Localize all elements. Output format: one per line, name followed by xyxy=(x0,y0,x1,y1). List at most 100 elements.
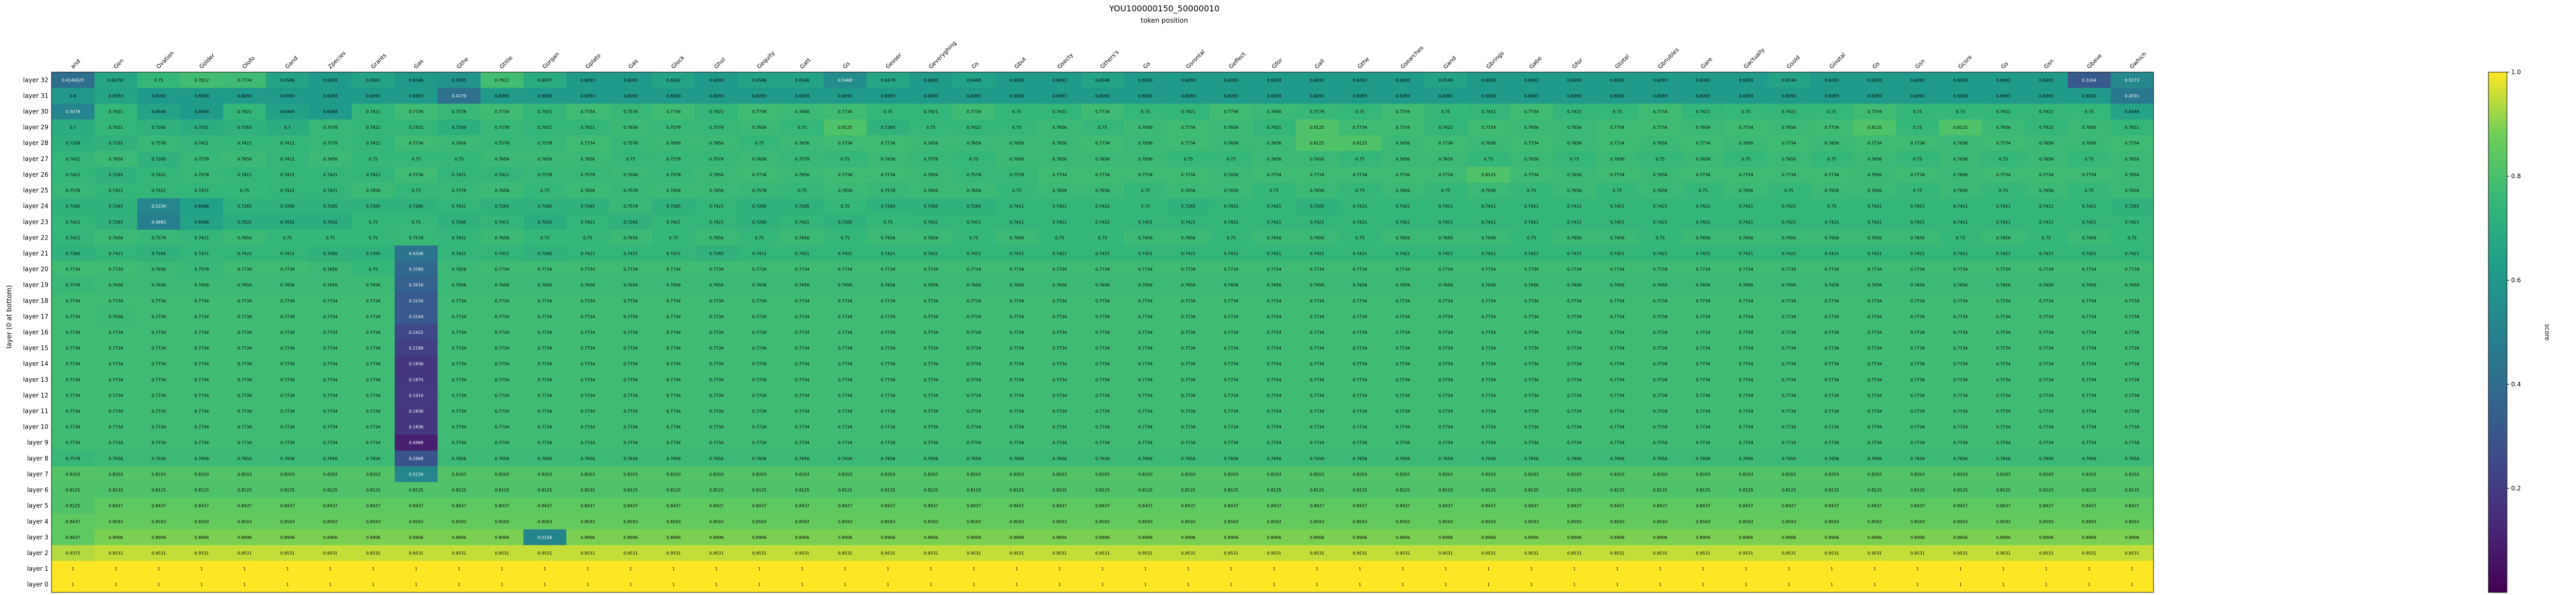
cell-value-label: 0.9531 xyxy=(666,551,681,555)
cell-value-label: 1 xyxy=(801,583,804,587)
cell-value-label: 1 xyxy=(1530,567,1533,571)
heatmap-cell xyxy=(781,166,824,183)
cell-value-label: 0.4140625 xyxy=(62,78,84,82)
cell-value-label: 0.7578 xyxy=(151,235,166,240)
y-tick-label: layer 6 xyxy=(27,486,48,494)
cell-value-label: 0.5273 xyxy=(2125,78,2139,82)
cell-value-label: 0.75 xyxy=(369,220,378,225)
cell-value-label: 0.8906 xyxy=(109,535,123,540)
cell-value-label: 0.7421 xyxy=(1696,220,1710,225)
x-tick-label: Gwhich xyxy=(2128,50,2148,70)
cell-value-label: 0.7421 xyxy=(924,220,938,225)
cell-value-label: 0.8437 xyxy=(1782,504,1796,508)
cell-value-label: 0.7656 xyxy=(1524,125,1539,130)
y-tick-label: layer 20 xyxy=(23,266,48,273)
heatmap-cell xyxy=(781,119,824,135)
cell-value-label: 0.7734 xyxy=(1053,440,1067,445)
heatmap-cell xyxy=(1295,182,1339,199)
cell-value-label: 0.3516 xyxy=(409,283,423,287)
cell-value-label: 0.6562 xyxy=(666,78,681,82)
cell-value-label: 0.7734 xyxy=(238,393,252,398)
heatmap-cell xyxy=(1810,119,1854,135)
heatmap-cell xyxy=(1381,104,1425,120)
cell-value-label: 0.7421 xyxy=(1396,204,1410,209)
heatmap-cell xyxy=(1424,72,1468,89)
cell-value-label: 0.6093 xyxy=(1181,78,1196,82)
cell-value-label: 0.75 xyxy=(1355,157,1365,161)
cell-value-label: 0.7734 xyxy=(1224,330,1239,335)
cell-value-label: 0.7421 xyxy=(2039,220,2054,225)
heatmap-cell xyxy=(995,151,1039,167)
cell-value-label: 0.7734 xyxy=(1095,346,1110,351)
cell-value-label: 0.7734 xyxy=(495,362,509,366)
cell-value-label: 0.7734 xyxy=(1181,440,1196,445)
heatmap-cell xyxy=(94,198,138,214)
heatmap-cell xyxy=(1638,151,1682,167)
cell-value-label: 0.7421 xyxy=(109,125,123,130)
cell-value-label: 0.7421 xyxy=(2125,251,2139,256)
x-tick-label: Olofo xyxy=(241,55,257,70)
cell-value-label: 0.7734 xyxy=(881,330,895,335)
cell-value-label: 0.7734 xyxy=(1524,299,1539,303)
heatmap-cell xyxy=(395,119,438,135)
cell-value-label: 0.8203 xyxy=(1696,472,1710,477)
cell-value-label: 0.7734 xyxy=(967,314,981,319)
cell-value-label: 0.8125 xyxy=(1567,488,1582,492)
cell-value-label: 0.7734 xyxy=(66,346,80,351)
cell-value-label: 0.9531 xyxy=(1953,551,1968,555)
cell-value-label: 0.7421 xyxy=(1524,220,1539,225)
cell-value-label: 0.9531 xyxy=(709,551,724,555)
heatmap-cell xyxy=(1638,104,1682,120)
cell-value-label: 1 xyxy=(415,583,417,587)
heatmap-cell xyxy=(223,88,266,104)
cell-value-label: 0.8125 xyxy=(1138,488,1153,492)
heatmap-cell xyxy=(94,119,138,135)
colorbar-tick-label: 0.6 xyxy=(2511,277,2521,284)
cell-value-label: 0.7734 xyxy=(2082,425,2096,430)
cell-value-label: 0.7421 xyxy=(66,173,80,177)
cell-value-label: 0.8906 xyxy=(1782,535,1796,540)
cell-value-label: 0.7734 xyxy=(1310,393,1324,398)
cell-value-label: 0.6093 xyxy=(581,94,595,98)
cell-value-label: 0.7734 xyxy=(1739,330,1753,335)
heatmap-cell xyxy=(566,182,609,199)
cell-value-label: 0.7734 xyxy=(623,314,638,319)
cell-value-label: 1 xyxy=(887,583,889,587)
cell-value-label: 0.7421 xyxy=(581,125,595,130)
cell-value-label: 0.7734 xyxy=(1953,299,1968,303)
cell-value-label: 0.7734 xyxy=(1095,425,1110,430)
heatmap-cell xyxy=(480,151,524,167)
cell-value-label: 0.7734 xyxy=(1868,346,1882,351)
cell-value-label: 0.7656 xyxy=(1009,283,1024,287)
cell-value-label: 0.7656 xyxy=(709,141,724,146)
heatmap-cell xyxy=(137,182,181,199)
heatmap-cell xyxy=(652,135,696,151)
heatmap-cell xyxy=(52,245,95,262)
cell-value-label: 0.7656 xyxy=(838,456,852,461)
heatmap-cell xyxy=(1896,230,1940,246)
cell-value-label: 0.75 xyxy=(1098,235,1107,240)
heatmap-cell xyxy=(1553,151,1597,167)
cell-value-label: 0.7734 xyxy=(666,267,681,272)
heatmap-cell xyxy=(995,104,1039,120)
heatmap-cell xyxy=(523,119,567,135)
x-tick-label: Gs xyxy=(970,60,980,70)
heatmap-cell xyxy=(1939,135,1982,151)
cell-value-label: 0.7734 xyxy=(1438,378,1453,382)
cell-value-label: 0.7734 xyxy=(1739,125,1753,130)
cell-value-label: 0.7265 xyxy=(881,125,895,130)
heatmap-cell xyxy=(738,72,782,89)
cell-value-label: 0.75 xyxy=(1441,189,1450,193)
heatmap-cell xyxy=(566,119,609,135)
heatmap-cell xyxy=(1467,166,1511,183)
heatmap-cell xyxy=(1682,88,1725,104)
cell-value-label: 0.7656 xyxy=(1825,456,1839,461)
cell-value-label: 0.8203 xyxy=(1953,472,1968,477)
cell-value-label: 0.8125 xyxy=(151,488,166,492)
cell-value-label: 0.8125 xyxy=(1310,141,1324,146)
cell-value-label: 1 xyxy=(2131,567,2133,571)
cell-value-label: 1 xyxy=(329,583,332,587)
cell-value-label: 0.0988 xyxy=(409,440,423,445)
heatmap-cell xyxy=(523,135,567,151)
heatmap-cell xyxy=(309,88,352,104)
